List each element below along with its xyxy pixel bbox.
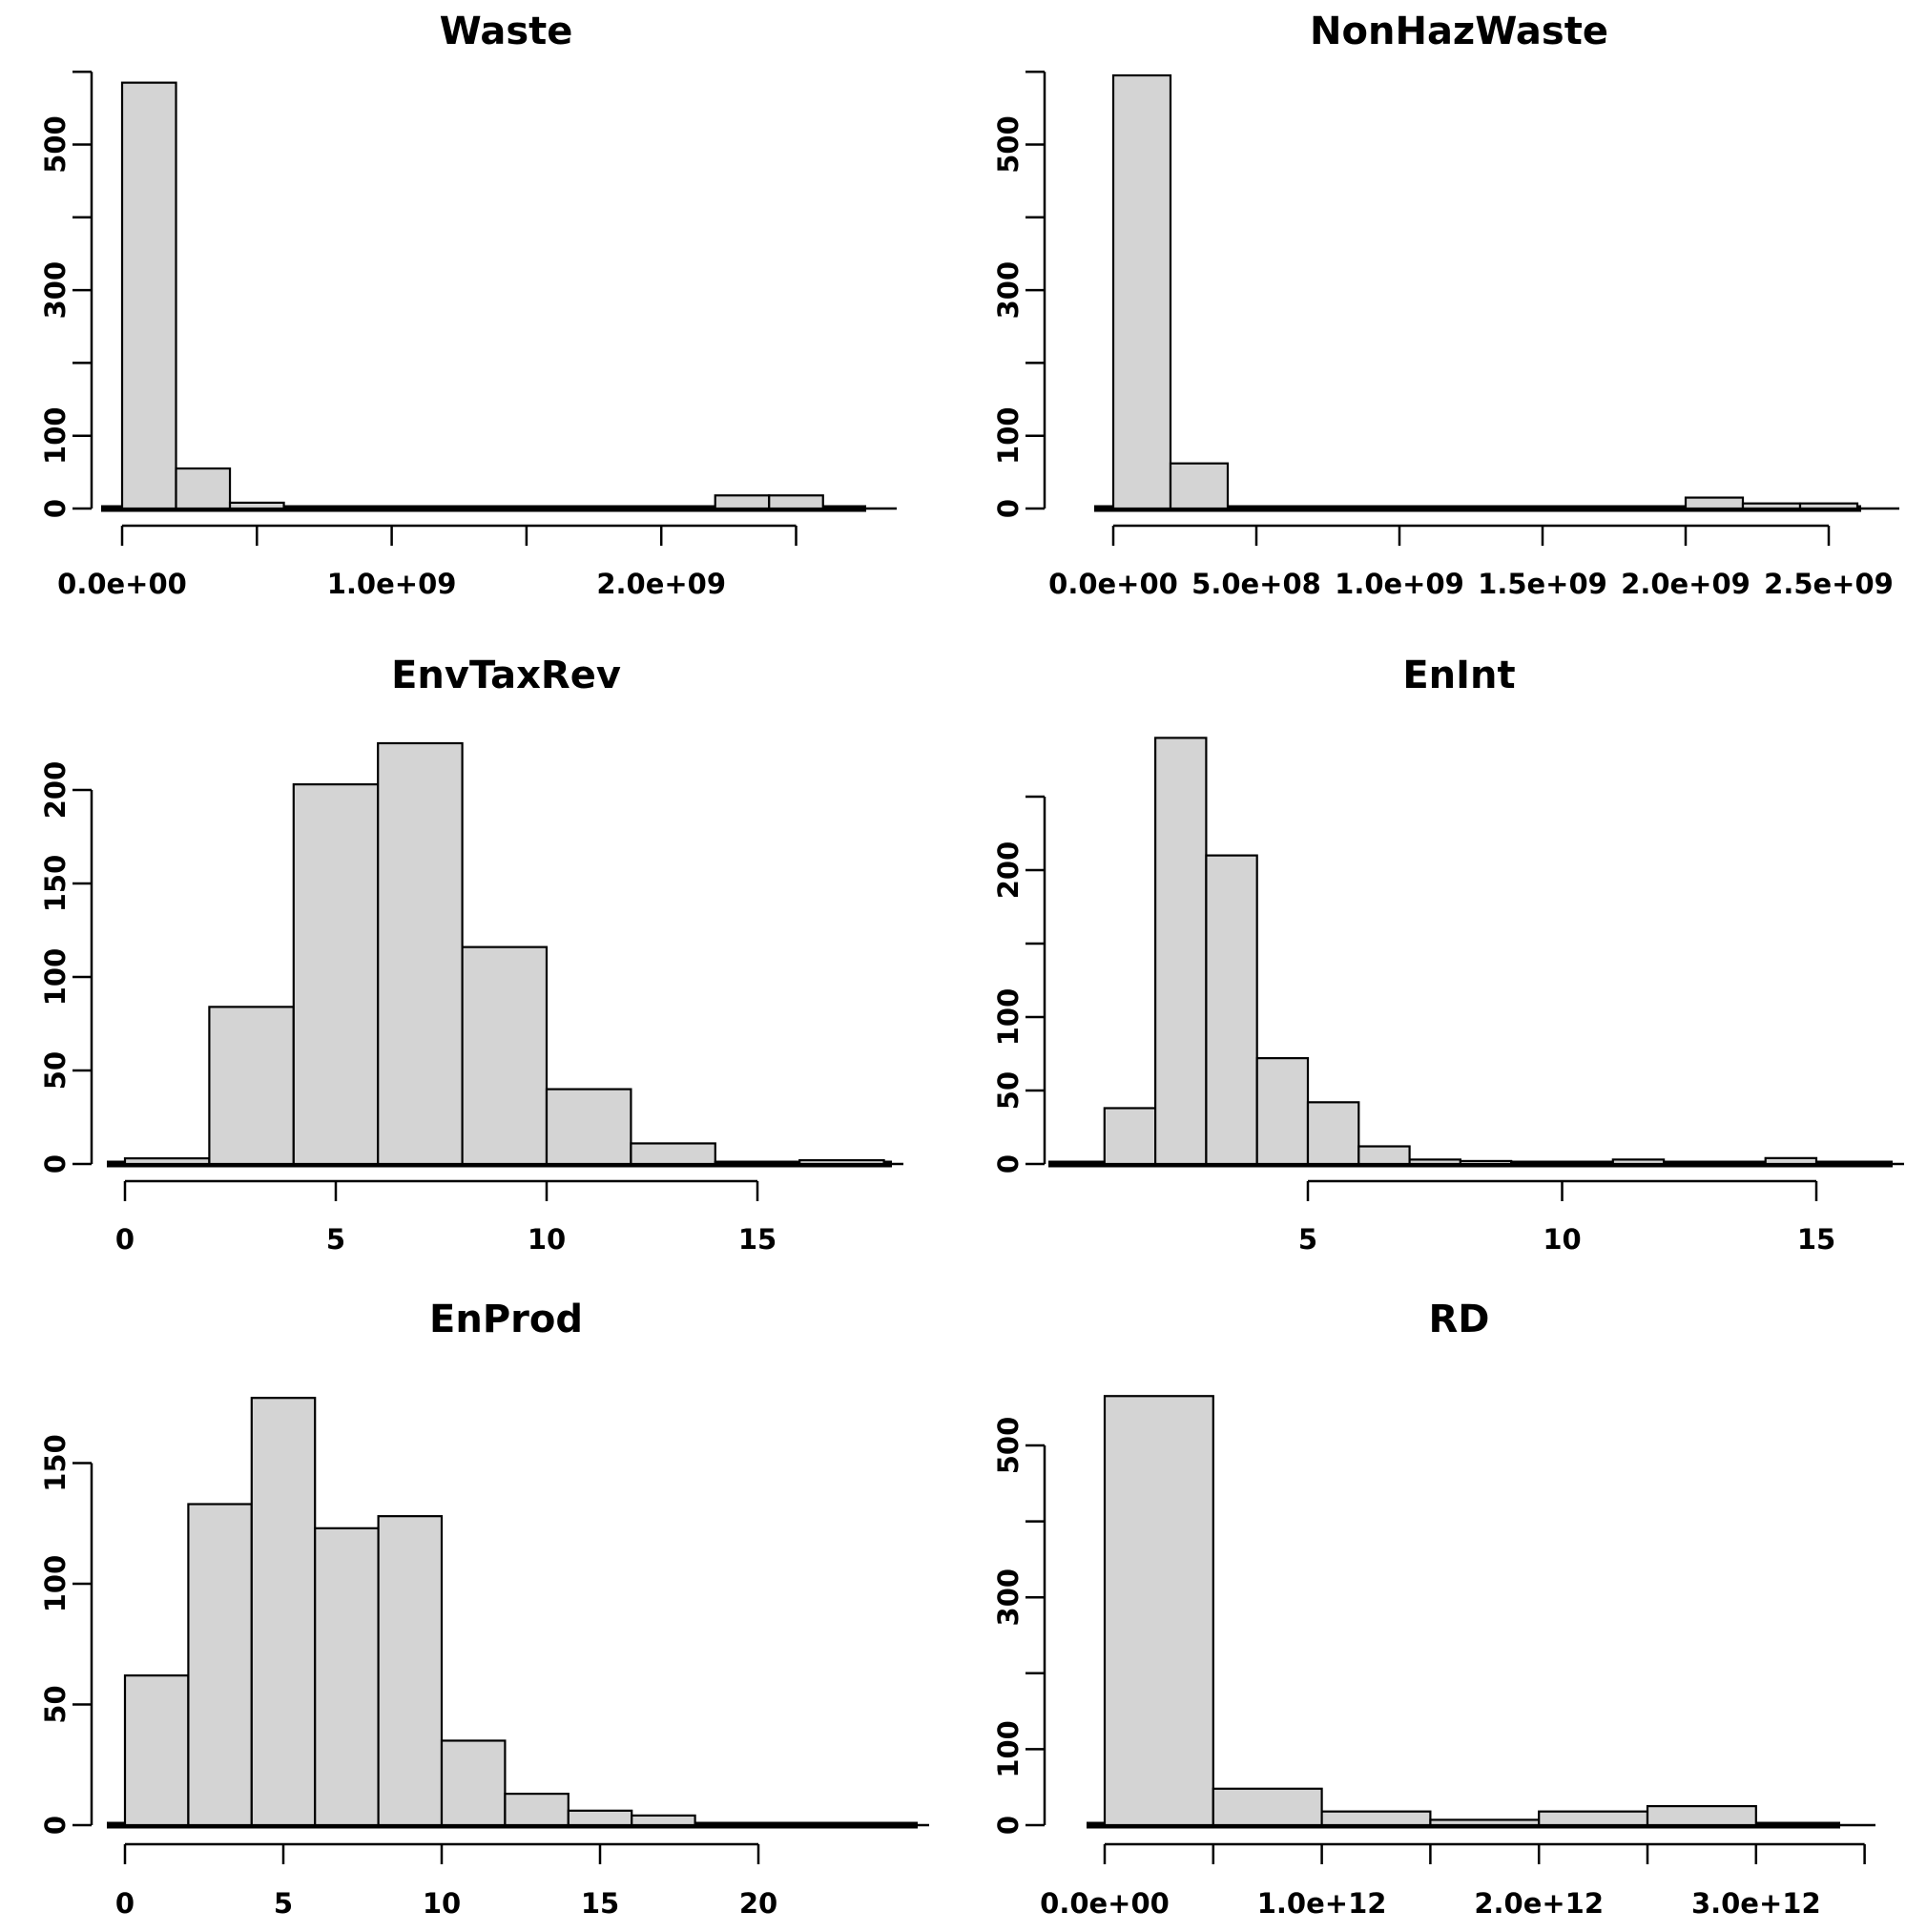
svg-text:0: 0 [39,499,72,518]
svg-text:10: 10 [423,1887,461,1920]
svg-text:0: 0 [115,1887,135,1920]
svg-text:50: 50 [39,1685,72,1723]
panel-title-envtaxrev: EnvTaxRev [391,654,621,697]
svg-text:10: 10 [1543,1223,1581,1256]
panel-title-nonhazwaste: NonHazWaste [1310,10,1608,53]
svg-text:0: 0 [115,1223,135,1256]
svg-text:0: 0 [992,499,1025,518]
histogram-nonhazwaste: 0 100 300 500 0.0e+00 5.0e+08 1.0e+09 1.5e+09 2.… [953,0,1906,644]
svg-text:0: 0 [39,1816,72,1835]
svg-text:0.0e+00: 0.0e+00 [57,568,187,600]
histogram-enprod: 0 50 100 150 0 5 10 15 20 EnProd [0,1288,953,1932]
histogram-waste: 0 100 300 500 0.0e+00 1.0e+09 2.0e+09 Waste [0,0,953,644]
svg-text:3.0e+12: 3.0e+12 [1691,1887,1821,1920]
svg-text:1.0e+09: 1.0e+09 [327,568,457,600]
svg-text:1.0e+12: 1.0e+12 [1257,1887,1387,1920]
svg-text:100: 100 [992,988,1025,1047]
svg-text:10: 10 [528,1223,566,1256]
rd-plot: 0 100 300 500 0.0e+00 1.0e+12 2.0e+12 3.0e+12 [992,1395,1875,1920]
svg-text:0.0e+00: 0.0e+00 [1048,568,1178,600]
svg-text:300: 300 [992,261,1025,320]
svg-text:100: 100 [992,406,1025,465]
svg-text:2.0e+12: 2.0e+12 [1474,1887,1604,1920]
svg-text:1.0e+09: 1.0e+09 [1335,568,1464,600]
svg-text:0.0e+00: 0.0e+00 [1040,1887,1170,1920]
enint-plot: 0 50 100 200 5 10 15 [992,737,1904,1256]
histogram-envtaxrev: 0 50 100 150 200 0 5 10 15 EnvTaxRev [0,644,953,1288]
svg-text:500: 500 [992,115,1025,174]
svg-text:1.5e+09: 1.5e+09 [1478,568,1607,600]
panel-title-enprod: EnProd [429,1298,583,1341]
histogram-enint: 0 50 100 200 5 10 15 EnInt [953,644,1906,1288]
panel-title-rd: RD [1428,1298,1490,1341]
svg-text:0: 0 [992,1816,1025,1835]
svg-text:15: 15 [1797,1223,1835,1256]
svg-text:5: 5 [1298,1223,1317,1256]
svg-text:2.5e+09: 2.5e+09 [1764,568,1894,600]
waste-plot: 0 100 300 500 0.0e+00 1.0e+09 2.0e+09 [39,70,897,600]
svg-text:100: 100 [39,948,72,1007]
svg-text:300: 300 [39,261,72,320]
svg-text:15: 15 [581,1887,619,1920]
svg-text:100: 100 [39,1555,72,1613]
svg-text:50: 50 [39,1051,72,1090]
svg-text:500: 500 [992,1417,1025,1475]
page-title: Waste [439,10,573,53]
envtaxrev-plot: 0 50 100 150 200 0 5 10 15 [39,741,903,1256]
svg-text:100: 100 [992,1720,1025,1778]
svg-text:2.0e+09: 2.0e+09 [1621,568,1751,600]
svg-text:0: 0 [39,1154,72,1174]
svg-text:50: 50 [992,1071,1025,1110]
svg-text:200: 200 [39,761,72,820]
svg-text:5.0e+08: 5.0e+08 [1191,568,1321,600]
nonhazwaste-plot: 0 100 300 500 0.0e+00 5.0e+08 1.0e+09 1.5e+09 2.… [992,70,1899,600]
panel-title-enint: EnInt [1402,654,1516,697]
svg-text:150: 150 [39,855,72,913]
svg-text:300: 300 [992,1568,1025,1627]
svg-text:100: 100 [39,406,72,465]
svg-text:15: 15 [738,1223,777,1256]
svg-text:5: 5 [326,1223,345,1256]
svg-text:500: 500 [39,115,72,174]
histogram-rd: 0 100 300 500 0.0e+00 1.0e+12 2.0e+12 3.0e+12 R… [953,1288,1906,1932]
svg-text:2.0e+09: 2.0e+09 [596,568,726,600]
enprod-plot: 0 50 100 150 0 5 10 15 20 [39,1397,929,1920]
svg-text:5: 5 [274,1887,293,1920]
svg-text:20: 20 [739,1887,777,1920]
svg-text:150: 150 [39,1434,72,1492]
svg-text:200: 200 [992,841,1025,900]
svg-text:0: 0 [992,1154,1025,1174]
